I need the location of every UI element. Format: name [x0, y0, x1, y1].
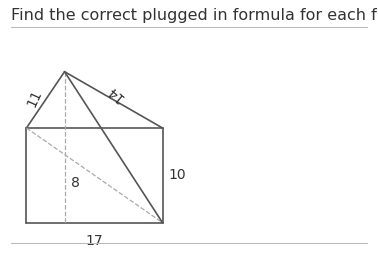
Text: Find the correct plugged in formula for each figure.: Find the correct plugged in formula for …: [11, 8, 378, 23]
Text: 8: 8: [71, 176, 80, 190]
Text: 10: 10: [169, 168, 186, 182]
Text: 17: 17: [86, 234, 103, 248]
Text: 11: 11: [24, 88, 44, 110]
Text: 14: 14: [104, 82, 127, 104]
